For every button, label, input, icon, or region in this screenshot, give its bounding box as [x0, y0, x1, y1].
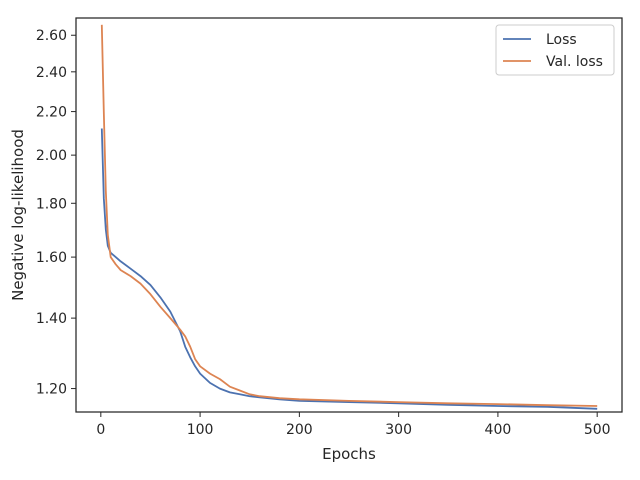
y-tick-label: 1.40 [36, 311, 67, 327]
series-line-loss [100, 128, 598, 410]
x-tick-label: 100 [187, 422, 214, 438]
y-tick-label: 2.60 [36, 28, 67, 44]
x-tick-label: 300 [385, 422, 412, 438]
x-axis-label: Epochs [322, 445, 376, 463]
legend-label-loss: Loss [546, 32, 577, 48]
x-tick-label: 200 [286, 422, 313, 438]
series-line-val-loss [100, 24, 598, 407]
legend-label-val-loss: Val. loss [546, 54, 603, 70]
legend: Loss Val. loss [495, 24, 615, 76]
y-tick-label: 1.80 [36, 196, 67, 212]
y-tick-label: 2.20 [36, 105, 67, 121]
x-tick-label: 500 [584, 422, 611, 438]
axes-frame [75, 17, 623, 413]
y-axis: 1.20 1.40 1.60 1.80 2.00 2.20 2.40 2.60 [36, 28, 76, 398]
y-tick-label: 1.20 [36, 382, 67, 398]
x-tick-label: 400 [485, 422, 512, 438]
y-tick-label: 1.60 [36, 250, 67, 266]
legend-box [495, 24, 615, 76]
y-tick-label: 2.00 [36, 148, 67, 164]
y-axis-label: Negative log-likelihood [9, 129, 27, 301]
x-tick-label: 0 [96, 422, 105, 438]
plot-area [100, 24, 598, 410]
x-axis: 0 100 200 300 400 500 [96, 412, 611, 438]
y-tick-label: 2.40 [36, 65, 67, 81]
